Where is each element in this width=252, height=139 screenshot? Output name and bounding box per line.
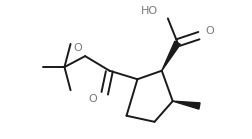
Text: O: O <box>205 26 213 36</box>
Text: HO: HO <box>140 6 158 16</box>
Polygon shape <box>172 101 199 109</box>
Polygon shape <box>161 41 180 71</box>
Text: O: O <box>73 43 82 53</box>
Text: O: O <box>88 94 97 104</box>
